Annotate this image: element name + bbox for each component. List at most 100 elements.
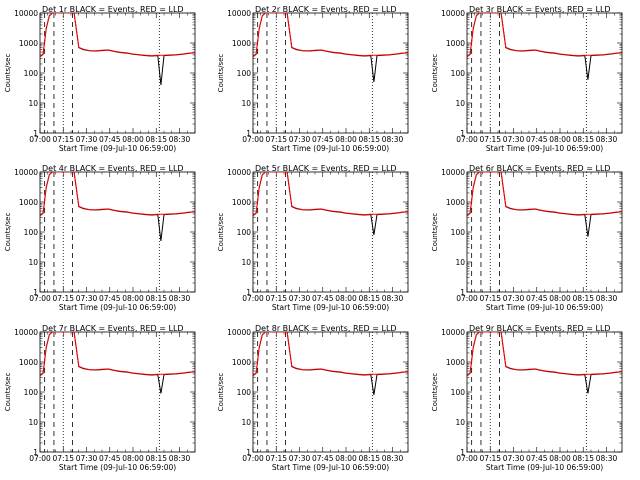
series-line-lld — [253, 172, 408, 216]
y-tick-label: 10 — [241, 258, 251, 267]
x-axis-label: Start Time (09-Jul-10 06:59:00) — [272, 303, 389, 312]
panel-det-6: Det 6r BLACK = Events, RED = LLD 1 10 100 10… — [431, 164, 623, 312]
panel-title: Det 2r BLACK = Events, RED = LLD — [255, 5, 397, 14]
x-tick-label: 07:45 — [99, 454, 121, 463]
y-tick-label: 1 — [33, 288, 38, 297]
panel-title: Det 7r BLACK = Events, RED = LLD — [42, 324, 184, 333]
x-tick-label: 07:15 — [265, 454, 287, 463]
y-tick-label: 10000 — [14, 328, 38, 337]
x-tick-label: 08:00 — [549, 454, 571, 463]
x-tick-label: 08:00 — [335, 135, 357, 144]
y-tick-label: 1000 — [19, 358, 38, 367]
x-tick-label: 07:15 — [265, 135, 287, 144]
y-tick-label: 1 — [460, 288, 465, 297]
y-tick-label: 1000 — [232, 198, 251, 207]
x-tick-label: 07:45 — [526, 454, 548, 463]
x-tick-label: 07:45 — [312, 454, 334, 463]
plot-area — [467, 172, 622, 292]
y-axis-label: Counts/sec — [431, 373, 439, 412]
y-tick-label: 1000 — [446, 358, 465, 367]
plot-area — [253, 13, 408, 133]
x-tick-label: 07:15 — [479, 294, 501, 303]
y-tick-label: 10000 — [441, 168, 465, 177]
x-tick-label: 07:00 — [456, 294, 478, 303]
x-tick-label: 08:30 — [596, 454, 618, 463]
y-tick-label: 100 — [237, 388, 252, 397]
x-tick-label: 08:30 — [382, 135, 404, 144]
x-tick-label: 07:30 — [76, 135, 98, 144]
panel-title: Det 3r BLACK = Events, RED = LLD — [469, 5, 611, 14]
series-line-events — [40, 13, 195, 85]
x-tick-label: 08:30 — [169, 454, 191, 463]
y-tick-label: 10 — [28, 418, 38, 427]
series-line-lld — [467, 332, 622, 376]
x-tick-label: 07:45 — [526, 294, 548, 303]
x-tick-label: 08:00 — [122, 135, 144, 144]
y-tick-label: 1 — [246, 288, 251, 297]
x-tick-label: 07:30 — [76, 294, 98, 303]
x-tick-label: 08:15 — [358, 135, 380, 144]
series-line-events — [40, 172, 195, 242]
x-tick-label: 08:00 — [549, 135, 571, 144]
x-tick-label: 07:00 — [456, 454, 478, 463]
panel-title: Det 9r BLACK = Events, RED = LLD — [469, 324, 611, 333]
x-axis-label: Start Time (09-Jul-10 06:59:00) — [59, 144, 176, 153]
x-tick-label: 08:30 — [596, 135, 618, 144]
y-tick-label: 10000 — [14, 168, 38, 177]
x-tick-label: 08:00 — [122, 454, 144, 463]
y-tick-label: 10000 — [227, 328, 251, 337]
y-tick-label: 10 — [455, 418, 465, 427]
panel-det-1: Det 1r BLACK = Events, RED = LLD 1 10 100 10… — [4, 5, 196, 153]
y-tick-label: 1 — [460, 448, 465, 457]
y-tick-label: 10000 — [441, 9, 465, 18]
panel-det-8: Det 8r BLACK = Events, RED = LLD 1 10 100 10… — [217, 324, 409, 472]
series-line-lld — [40, 13, 195, 57]
x-tick-label: 08:00 — [335, 454, 357, 463]
series-line-lld — [467, 172, 622, 216]
plot-area — [253, 332, 408, 452]
x-axis-label: Start Time (09-Jul-10 06:59:00) — [486, 463, 603, 472]
panel-det-2: Det 2r BLACK = Events, RED = LLD 1 10 100 10… — [217, 5, 409, 153]
x-axis-label: Start Time (09-Jul-10 06:59:00) — [272, 463, 389, 472]
panel-title: Det 4r BLACK = Events, RED = LLD — [42, 164, 184, 173]
x-tick-label: 07:45 — [312, 135, 334, 144]
series-line-lld — [467, 13, 622, 57]
x-tick-label: 08:30 — [169, 294, 191, 303]
panel-title: Det 6r BLACK = Events, RED = LLD — [469, 164, 611, 173]
x-tick-label: 08:00 — [122, 294, 144, 303]
x-tick-label: 07:30 — [289, 454, 311, 463]
x-tick-label: 08:15 — [145, 454, 167, 463]
x-tick-label: 08:15 — [145, 294, 167, 303]
x-tick-label: 08:15 — [145, 135, 167, 144]
panel-det-7: Det 7r BLACK = Events, RED = LLD 1 10 100 10… — [4, 324, 196, 472]
panel-det-4: Det 4r BLACK = Events, RED = LLD 1 10 100 10… — [4, 164, 196, 312]
x-tick-label: 08:15 — [358, 294, 380, 303]
x-tick-label: 08:30 — [382, 294, 404, 303]
y-axis-label: Counts/sec — [217, 213, 225, 252]
x-axis-label: Start Time (09-Jul-10 06:59:00) — [59, 303, 176, 312]
plot-area — [40, 332, 195, 452]
x-tick-label: 08:15 — [358, 454, 380, 463]
x-tick-label: 07:45 — [99, 294, 121, 303]
x-tick-label: 07:15 — [52, 135, 74, 144]
panel-det-3: Det 3r BLACK = Events, RED = LLD 1 10 100 10… — [431, 5, 623, 153]
x-tick-label: 08:00 — [335, 294, 357, 303]
x-tick-label: 07:00 — [29, 454, 51, 463]
x-tick-label: 08:30 — [596, 294, 618, 303]
y-tick-label: 1000 — [19, 198, 38, 207]
series-line-lld — [253, 332, 408, 376]
y-tick-label: 10 — [241, 99, 251, 108]
x-tick-label: 07:15 — [52, 454, 74, 463]
x-tick-label: 07:15 — [52, 294, 74, 303]
y-axis-label: Counts/sec — [431, 54, 439, 93]
panel-title: Det 8r BLACK = Events, RED = LLD — [255, 324, 397, 333]
y-tick-label: 10000 — [441, 328, 465, 337]
x-tick-label: 07:15 — [479, 135, 501, 144]
x-axis-label: Start Time (09-Jul-10 06:59:00) — [486, 144, 603, 153]
x-tick-label: 07:00 — [242, 294, 264, 303]
y-tick-label: 10 — [241, 418, 251, 427]
y-axis-label: Counts/sec — [217, 373, 225, 412]
x-tick-label: 08:15 — [572, 294, 594, 303]
plot-area — [467, 13, 622, 133]
